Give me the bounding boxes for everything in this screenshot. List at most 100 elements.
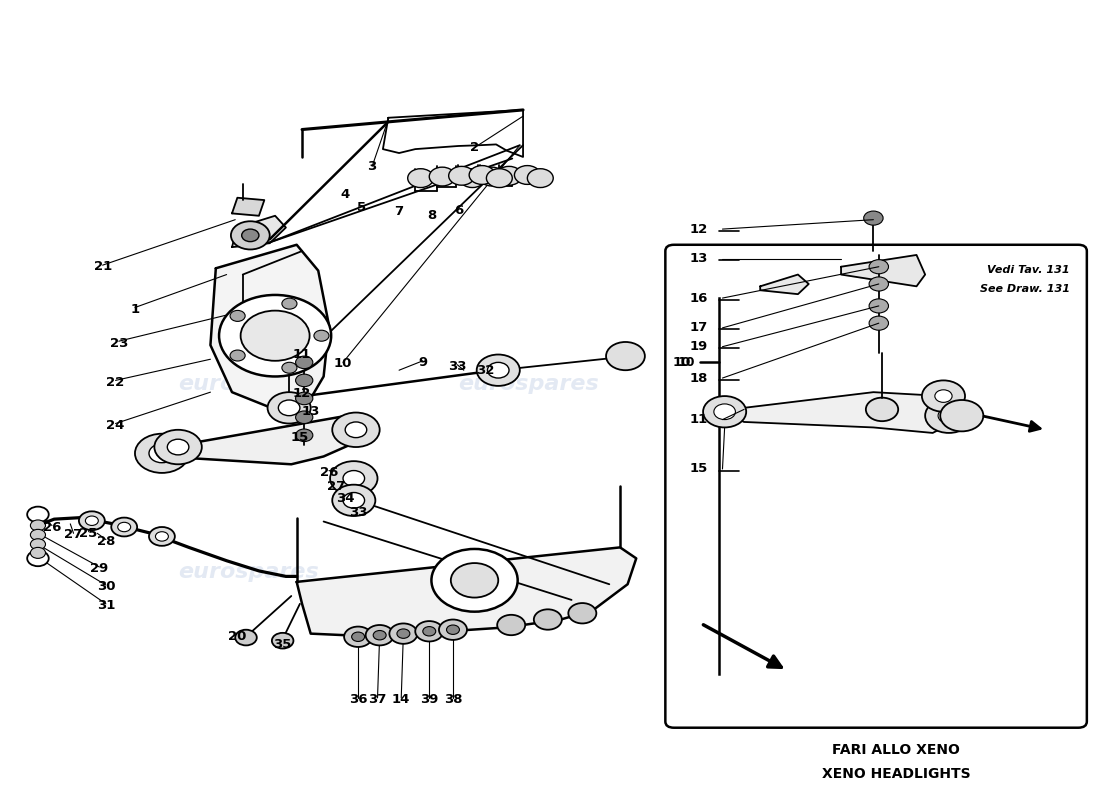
Circle shape	[28, 550, 48, 566]
Text: 13: 13	[301, 406, 320, 418]
Text: 16: 16	[690, 291, 708, 305]
Circle shape	[408, 169, 433, 187]
Circle shape	[111, 518, 138, 537]
Text: 20: 20	[228, 630, 246, 643]
Circle shape	[118, 522, 131, 532]
Text: 19: 19	[690, 340, 708, 353]
Text: 29: 29	[90, 562, 109, 575]
Circle shape	[922, 380, 965, 412]
Circle shape	[938, 408, 959, 423]
Circle shape	[869, 277, 889, 291]
Text: 33: 33	[349, 506, 367, 518]
Circle shape	[703, 396, 746, 427]
Circle shape	[515, 166, 540, 184]
Circle shape	[343, 470, 364, 486]
Text: 23: 23	[110, 337, 128, 350]
Circle shape	[242, 229, 258, 242]
Circle shape	[231, 222, 270, 250]
Circle shape	[869, 316, 889, 330]
Circle shape	[940, 400, 983, 431]
Circle shape	[148, 527, 175, 546]
Circle shape	[230, 310, 245, 322]
Text: 15: 15	[690, 462, 708, 475]
Circle shape	[296, 356, 312, 369]
Circle shape	[365, 625, 394, 646]
Circle shape	[28, 506, 48, 522]
Circle shape	[332, 485, 375, 516]
Circle shape	[869, 260, 889, 274]
Text: 11: 11	[293, 348, 311, 361]
Circle shape	[486, 169, 513, 187]
Text: 7: 7	[395, 206, 404, 218]
Circle shape	[925, 398, 972, 433]
Text: 13: 13	[690, 252, 708, 266]
Circle shape	[527, 169, 553, 187]
Circle shape	[86, 516, 98, 526]
Text: 4: 4	[341, 188, 350, 201]
Circle shape	[869, 299, 889, 313]
Circle shape	[470, 166, 495, 184]
Text: 10: 10	[672, 356, 691, 369]
Circle shape	[397, 629, 410, 638]
Circle shape	[272, 633, 294, 649]
Polygon shape	[232, 198, 264, 216]
Circle shape	[416, 621, 443, 642]
Text: 1: 1	[131, 303, 140, 316]
Text: eurospares: eurospares	[458, 374, 598, 394]
Circle shape	[296, 411, 312, 423]
Circle shape	[451, 563, 498, 598]
Circle shape	[534, 610, 562, 630]
Circle shape	[429, 167, 455, 186]
Text: 2: 2	[470, 141, 480, 154]
Polygon shape	[232, 216, 286, 247]
Circle shape	[449, 166, 474, 185]
Text: 11: 11	[690, 413, 708, 426]
Circle shape	[352, 632, 364, 642]
Polygon shape	[210, 245, 329, 410]
Circle shape	[431, 549, 518, 612]
Text: 32: 32	[476, 365, 495, 378]
Polygon shape	[383, 110, 524, 157]
Circle shape	[154, 430, 201, 464]
Text: 37: 37	[368, 693, 387, 706]
Circle shape	[345, 422, 366, 438]
Text: 5: 5	[356, 202, 366, 214]
Text: 39: 39	[420, 693, 439, 706]
Circle shape	[219, 295, 331, 377]
Circle shape	[155, 532, 168, 541]
Text: eurospares: eurospares	[178, 374, 319, 394]
Text: 17: 17	[690, 322, 708, 334]
Circle shape	[487, 362, 509, 378]
Text: 27: 27	[65, 528, 82, 542]
Circle shape	[148, 444, 175, 462]
Text: Vedi Tav. 131: Vedi Tav. 131	[987, 265, 1069, 275]
Text: 6: 6	[453, 204, 463, 217]
Circle shape	[460, 169, 485, 187]
Text: See Draw. 131: See Draw. 131	[980, 284, 1069, 294]
Circle shape	[439, 619, 468, 640]
Circle shape	[31, 547, 45, 558]
Circle shape	[296, 429, 312, 442]
Circle shape	[344, 626, 372, 647]
Circle shape	[296, 392, 312, 405]
Polygon shape	[760, 274, 808, 294]
FancyBboxPatch shape	[666, 245, 1087, 728]
Text: 35: 35	[274, 638, 292, 651]
Circle shape	[267, 392, 310, 423]
Text: 26: 26	[43, 521, 62, 534]
Text: 9: 9	[418, 356, 428, 369]
Circle shape	[864, 211, 883, 225]
Text: 27: 27	[328, 480, 345, 493]
Text: 18: 18	[690, 371, 708, 385]
Text: eurospares: eurospares	[458, 562, 598, 582]
Polygon shape	[153, 414, 366, 464]
Text: 10: 10	[333, 358, 352, 370]
Circle shape	[282, 362, 297, 374]
Circle shape	[373, 630, 386, 640]
Circle shape	[343, 493, 364, 508]
Circle shape	[31, 520, 45, 531]
Circle shape	[569, 603, 596, 623]
Circle shape	[282, 298, 297, 309]
Text: eurospares: eurospares	[178, 562, 319, 582]
Text: 31: 31	[97, 599, 116, 612]
